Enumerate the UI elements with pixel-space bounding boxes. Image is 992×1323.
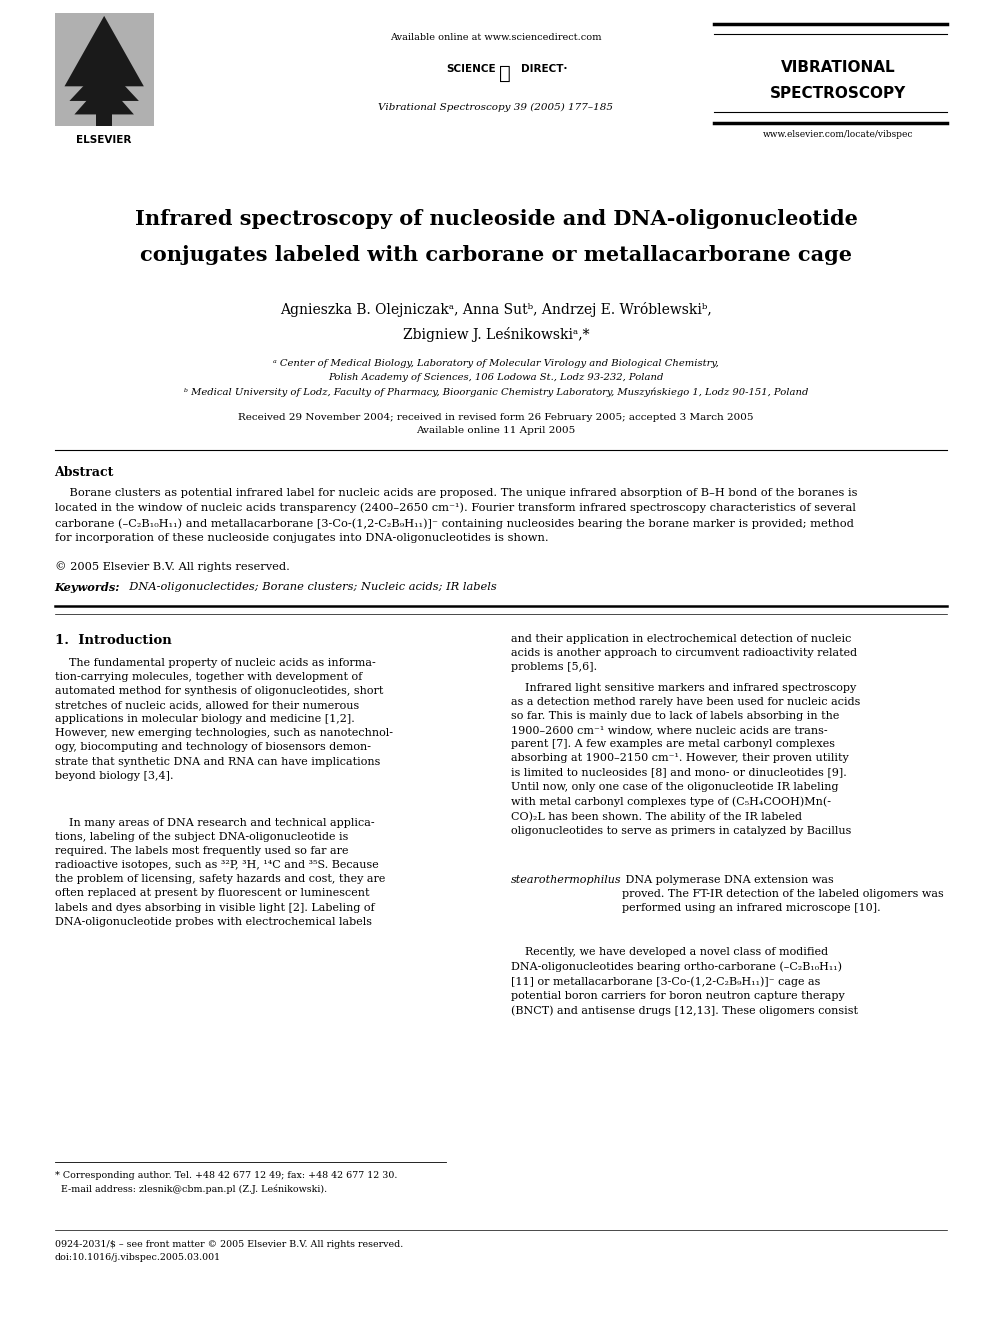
Text: * Corresponding author. Tel. +48 42 677 12 49; fax: +48 42 677 12 30.: * Corresponding author. Tel. +48 42 677 … — [55, 1171, 397, 1180]
FancyBboxPatch shape — [55, 13, 154, 126]
Text: VIBRATIONAL: VIBRATIONAL — [781, 60, 896, 74]
Text: Recently, we have developed a novel class of modified
DNA-oligonucleotides beari: Recently, we have developed a novel clas… — [511, 947, 858, 1016]
Text: Infrared light sensitive markers and infrared spectroscopy
as a detection method: Infrared light sensitive markers and inf… — [511, 683, 860, 836]
Text: ELSEVIER: ELSEVIER — [76, 135, 132, 146]
Bar — [96, 112, 112, 126]
Text: Received 29 November 2004; received in revised form 26 February 2005; accepted 3: Received 29 November 2004; received in r… — [238, 413, 754, 422]
Text: DNA-oligonuclectides; Borane clusters; Nucleic acids; IR labels: DNA-oligonuclectides; Borane clusters; N… — [122, 582, 497, 593]
Text: Abstract: Abstract — [55, 466, 114, 479]
Text: Available online 11 April 2005: Available online 11 April 2005 — [417, 426, 575, 435]
Text: © 2005 Elsevier B.V. All rights reserved.: © 2005 Elsevier B.V. All rights reserved… — [55, 561, 290, 572]
Text: E-mail address: zlesnik@cbm.pan.pl (Z.J. Leśnikowski).: E-mail address: zlesnik@cbm.pan.pl (Z.J.… — [55, 1184, 326, 1193]
Text: and their application in electrochemical detection of nucleic
acids is another a: and their application in electrochemical… — [511, 634, 857, 672]
Text: Available online at www.sciencedirect.com: Available online at www.sciencedirect.co… — [390, 33, 602, 42]
Text: DIRECT·: DIRECT· — [521, 64, 567, 74]
Polygon shape — [69, 64, 139, 101]
Polygon shape — [74, 81, 134, 114]
Text: Infrared spectroscopy of nucleoside and DNA-oligonucleotide: Infrared spectroscopy of nucleoside and … — [135, 209, 857, 229]
Text: DNA polymerase DNA extension was
proved. The FT-IR detection of the labeled olig: DNA polymerase DNA extension was proved.… — [622, 875, 943, 913]
Text: The fundamental property of nucleic acids as informa-
tion-carrying molecules, t: The fundamental property of nucleic acid… — [55, 658, 393, 781]
Text: 0924-2031/$ – see front matter © 2005 Elsevier B.V. All rights reserved.: 0924-2031/$ – see front matter © 2005 El… — [55, 1240, 403, 1249]
Text: Agnieszka B. Olejniczakᵃ, Anna Sutᵇ, Andrzej E. Wróblewskiᵇ,: Agnieszka B. Olejniczakᵃ, Anna Sutᵇ, And… — [280, 302, 712, 316]
Text: stearothermophilus: stearothermophilus — [511, 875, 622, 885]
Text: ᵇ Medical University of Lodz, Faculty of Pharmacy, Bioorganic Chemistry Laborato: ᵇ Medical University of Lodz, Faculty of… — [184, 388, 808, 397]
Text: Borane clusters as potential infrared label for nucleic acids are proposed. The : Borane clusters as potential infrared la… — [55, 488, 857, 544]
Text: doi:10.1016/j.vibspec.2005.03.001: doi:10.1016/j.vibspec.2005.03.001 — [55, 1253, 220, 1262]
Text: In many areas of DNA research and technical applica-
tions, labeling of the subj: In many areas of DNA research and techni… — [55, 818, 385, 926]
Text: Vibrational Spectroscopy 39 (2005) 177–185: Vibrational Spectroscopy 39 (2005) 177–1… — [379, 103, 613, 112]
Text: www.elsevier.com/locate/vibspec: www.elsevier.com/locate/vibspec — [763, 130, 914, 139]
Text: Zbigniew J. Leśnikowskiᵃ,*: Zbigniew J. Leśnikowskiᵃ,* — [403, 327, 589, 341]
Text: ⓐ: ⓐ — [499, 64, 511, 82]
Text: conjugates labeled with carborane or metallacarborane cage: conjugates labeled with carborane or met… — [140, 245, 852, 265]
Text: SCIENCE: SCIENCE — [446, 64, 496, 74]
Text: 1.  Introduction: 1. Introduction — [55, 634, 172, 647]
Text: ᵃ Center of Medical Biology, Laboratory of Molecular Virology and Biological Che: ᵃ Center of Medical Biology, Laboratory … — [273, 359, 719, 368]
Text: Keywords:: Keywords: — [55, 582, 120, 593]
Text: Polish Academy of Sciences, 106 Lodowa St., Lodz 93-232, Poland: Polish Academy of Sciences, 106 Lodowa S… — [328, 373, 664, 382]
Polygon shape — [64, 16, 144, 86]
Text: SPECTROSCOPY: SPECTROSCOPY — [770, 86, 907, 101]
